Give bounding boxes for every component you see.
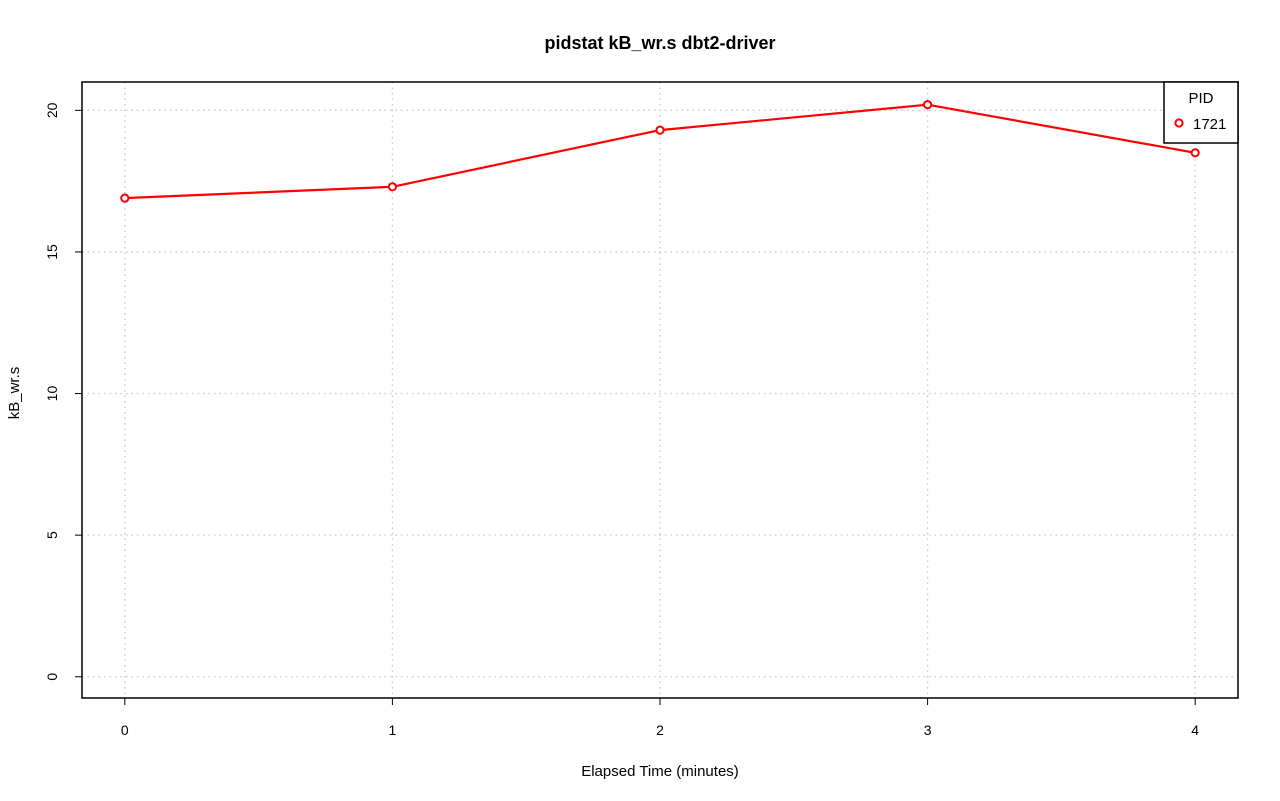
y-tick-label: 20 bbox=[44, 102, 60, 118]
legend-title: PID bbox=[1188, 90, 1213, 107]
data-point bbox=[655, 125, 665, 135]
chart-title: pidstat kB_wr.s dbt2-driver bbox=[544, 33, 775, 53]
legend-marker bbox=[1174, 118, 1184, 128]
y-tick-label: 10 bbox=[44, 386, 60, 402]
legend: PID 1721 bbox=[1163, 81, 1239, 144]
legend-entry-label: 1721 bbox=[1193, 116, 1226, 133]
x-tick-label: 1 bbox=[389, 722, 397, 738]
y-axis-label: kB_wr.s bbox=[6, 367, 23, 420]
x-axis-label: Elapsed Time (minutes) bbox=[581, 763, 739, 780]
grid-lines bbox=[82, 82, 1238, 698]
x-tick-label: 0 bbox=[121, 722, 129, 738]
x-tick-label: 4 bbox=[1191, 722, 1199, 738]
x-tick-label: 2 bbox=[656, 722, 664, 738]
data-point bbox=[922, 100, 933, 110]
x-tick-label: 3 bbox=[924, 722, 932, 738]
y-tick-label: 5 bbox=[44, 531, 60, 539]
y-tick-label: 0 bbox=[44, 673, 60, 681]
data-point bbox=[1190, 148, 1200, 158]
axes: 0 1 2 3 4 0 5 10 15 20 bbox=[44, 102, 1199, 738]
plot-frame bbox=[81, 81, 1239, 699]
data-point bbox=[387, 182, 398, 192]
data-points bbox=[120, 100, 1200, 203]
data-point bbox=[120, 193, 130, 203]
legend-box bbox=[1163, 81, 1239, 144]
y-tick-label: 15 bbox=[44, 244, 60, 260]
